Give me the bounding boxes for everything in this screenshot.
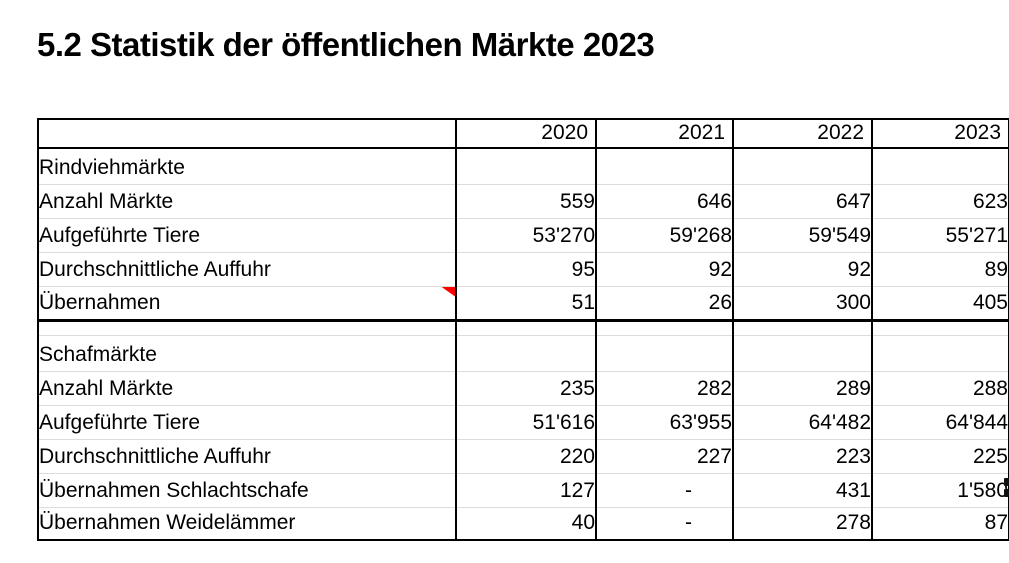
value-cell[interactable]: 225 (871, 438, 1009, 473)
value-cell[interactable]: 623 (871, 183, 1009, 218)
value-cell[interactable] (871, 147, 1009, 184)
value-cell[interactable]: 647 (732, 183, 872, 218)
table-row: Aufgeführte Tiere 53'270 59'268 59'549 5… (38, 217, 1009, 252)
section-label[interactable]: Rindviehmärkte (38, 147, 456, 184)
value-cell[interactable] (455, 147, 596, 184)
table-header-row: 2020 2021 2022 2023 (38, 119, 1009, 149)
value-cell[interactable]: 300 (732, 285, 872, 322)
value-cell[interactable] (595, 147, 733, 184)
value-cell[interactable]: 220 (455, 438, 596, 473)
empty-cell[interactable] (595, 319, 733, 335)
value-cell[interactable]: 405 (871, 285, 1009, 322)
value-cell[interactable]: 227 (595, 438, 733, 473)
spacer-row (38, 319, 1009, 335)
value-cell[interactable]: 51 (455, 285, 596, 322)
section-label[interactable]: Schafmärkte (38, 334, 456, 371)
row-label[interactable]: Übernahmen (38, 285, 456, 322)
clipped-character-fragment (1004, 478, 1009, 497)
value-cell[interactable]: 288 (871, 370, 1009, 405)
value-cell[interactable]: - (595, 506, 733, 540)
value-cell[interactable]: 95 (455, 251, 596, 286)
header-year-2023[interactable]: 2023 (871, 119, 1009, 149)
header-year-2021[interactable]: 2021 (595, 119, 733, 149)
row-label[interactable]: Übernahmen Schlachtschafe (38, 472, 456, 507)
cell-comment-marker-icon[interactable] (441, 287, 455, 297)
value-cell[interactable]: - (595, 472, 733, 507)
page-title[interactable]: 5.2 Statistik der öffentlichen Märkte 20… (37, 26, 655, 63)
table-row: Übernahmen Schlachtschafe 127 - 431 1'58… (38, 472, 1009, 507)
value-cell[interactable]: 223 (732, 438, 872, 473)
table-row-uebernahmen: Übernahmen 51 26 300 405 (38, 285, 1009, 322)
value-cell[interactable]: 40 (455, 506, 596, 540)
value-cell[interactable]: 278 (732, 506, 872, 540)
section-row-rindviehmaerkte: Rindviehmärkte (38, 147, 1009, 184)
empty-cell[interactable] (38, 319, 456, 335)
row-label[interactable]: Anzahl Märkte (38, 370, 456, 405)
value-cell[interactable]: 431 (732, 472, 872, 507)
value-cell[interactable]: 646 (595, 183, 733, 218)
value-cell[interactable] (871, 334, 1009, 371)
header-empty-cell[interactable] (38, 119, 456, 149)
empty-cell[interactable] (871, 319, 1009, 335)
value-cell[interactable]: 26 (595, 285, 733, 322)
value-cell[interactable]: 1'580 (871, 472, 1009, 507)
value-cell[interactable]: 64'482 (732, 404, 872, 439)
empty-cell[interactable] (732, 319, 872, 335)
value-cell[interactable] (732, 334, 872, 371)
value-cell[interactable]: 89 (871, 251, 1009, 286)
empty-cell[interactable] (455, 319, 596, 335)
table-row: Anzahl Märkte 235 282 289 288 (38, 370, 1009, 405)
value-cell[interactable] (732, 147, 872, 184)
row-label[interactable]: Anzahl Märkte (38, 183, 456, 218)
value-cell[interactable]: 282 (595, 370, 733, 405)
value-cell[interactable]: 92 (595, 251, 733, 286)
value-cell[interactable]: 53'270 (455, 217, 596, 252)
table-row: Übernahmen Weidelämmer 40 - 278 87 (38, 506, 1009, 540)
value-cell[interactable] (595, 334, 733, 371)
header-year-2022[interactable]: 2022 (732, 119, 872, 149)
value-cell[interactable]: 559 (455, 183, 596, 218)
value-cell[interactable]: 59'549 (732, 217, 872, 252)
value-cell[interactable] (455, 334, 596, 371)
row-label[interactable]: Durchschnittliche Auffuhr (38, 251, 456, 286)
table-row: Anzahl Märkte 559 646 647 623 (38, 183, 1009, 218)
statistics-table: 2020 2021 2022 2023 Rindviehmärkte Anzah… (37, 118, 1009, 541)
value-cell[interactable]: 92 (732, 251, 872, 286)
value-cell[interactable]: 235 (455, 370, 596, 405)
header-year-2020[interactable]: 2020 (455, 119, 596, 149)
value-cell[interactable]: 289 (732, 370, 872, 405)
value-cell[interactable]: 64'844 (871, 404, 1009, 439)
row-label[interactable]: Aufgeführte Tiere (38, 404, 456, 439)
value-cell[interactable]: 55'271 (871, 217, 1009, 252)
value-cell[interactable]: 127 (455, 472, 596, 507)
table-row: Aufgeführte Tiere 51'616 63'955 64'482 6… (38, 404, 1009, 439)
row-label[interactable]: Aufgeführte Tiere (38, 217, 456, 252)
row-label[interactable]: Durchschnittliche Auffuhr (38, 438, 456, 473)
value-cell[interactable]: 63'955 (595, 404, 733, 439)
table-row: Durchschnittliche Auffuhr 220 227 223 22… (38, 438, 1009, 473)
value-cell[interactable]: 51'616 (455, 404, 596, 439)
table-row: Durchschnittliche Auffuhr 95 92 92 89 (38, 251, 1009, 286)
value-cell[interactable]: 87 (871, 506, 1009, 540)
value-cell[interactable]: 59'268 (595, 217, 733, 252)
row-label[interactable]: Übernahmen Weidelämmer (38, 506, 456, 540)
section-row-schafmaerkte: Schafmärkte (38, 334, 1009, 371)
row-label-text: Übernahmen (39, 290, 161, 314)
